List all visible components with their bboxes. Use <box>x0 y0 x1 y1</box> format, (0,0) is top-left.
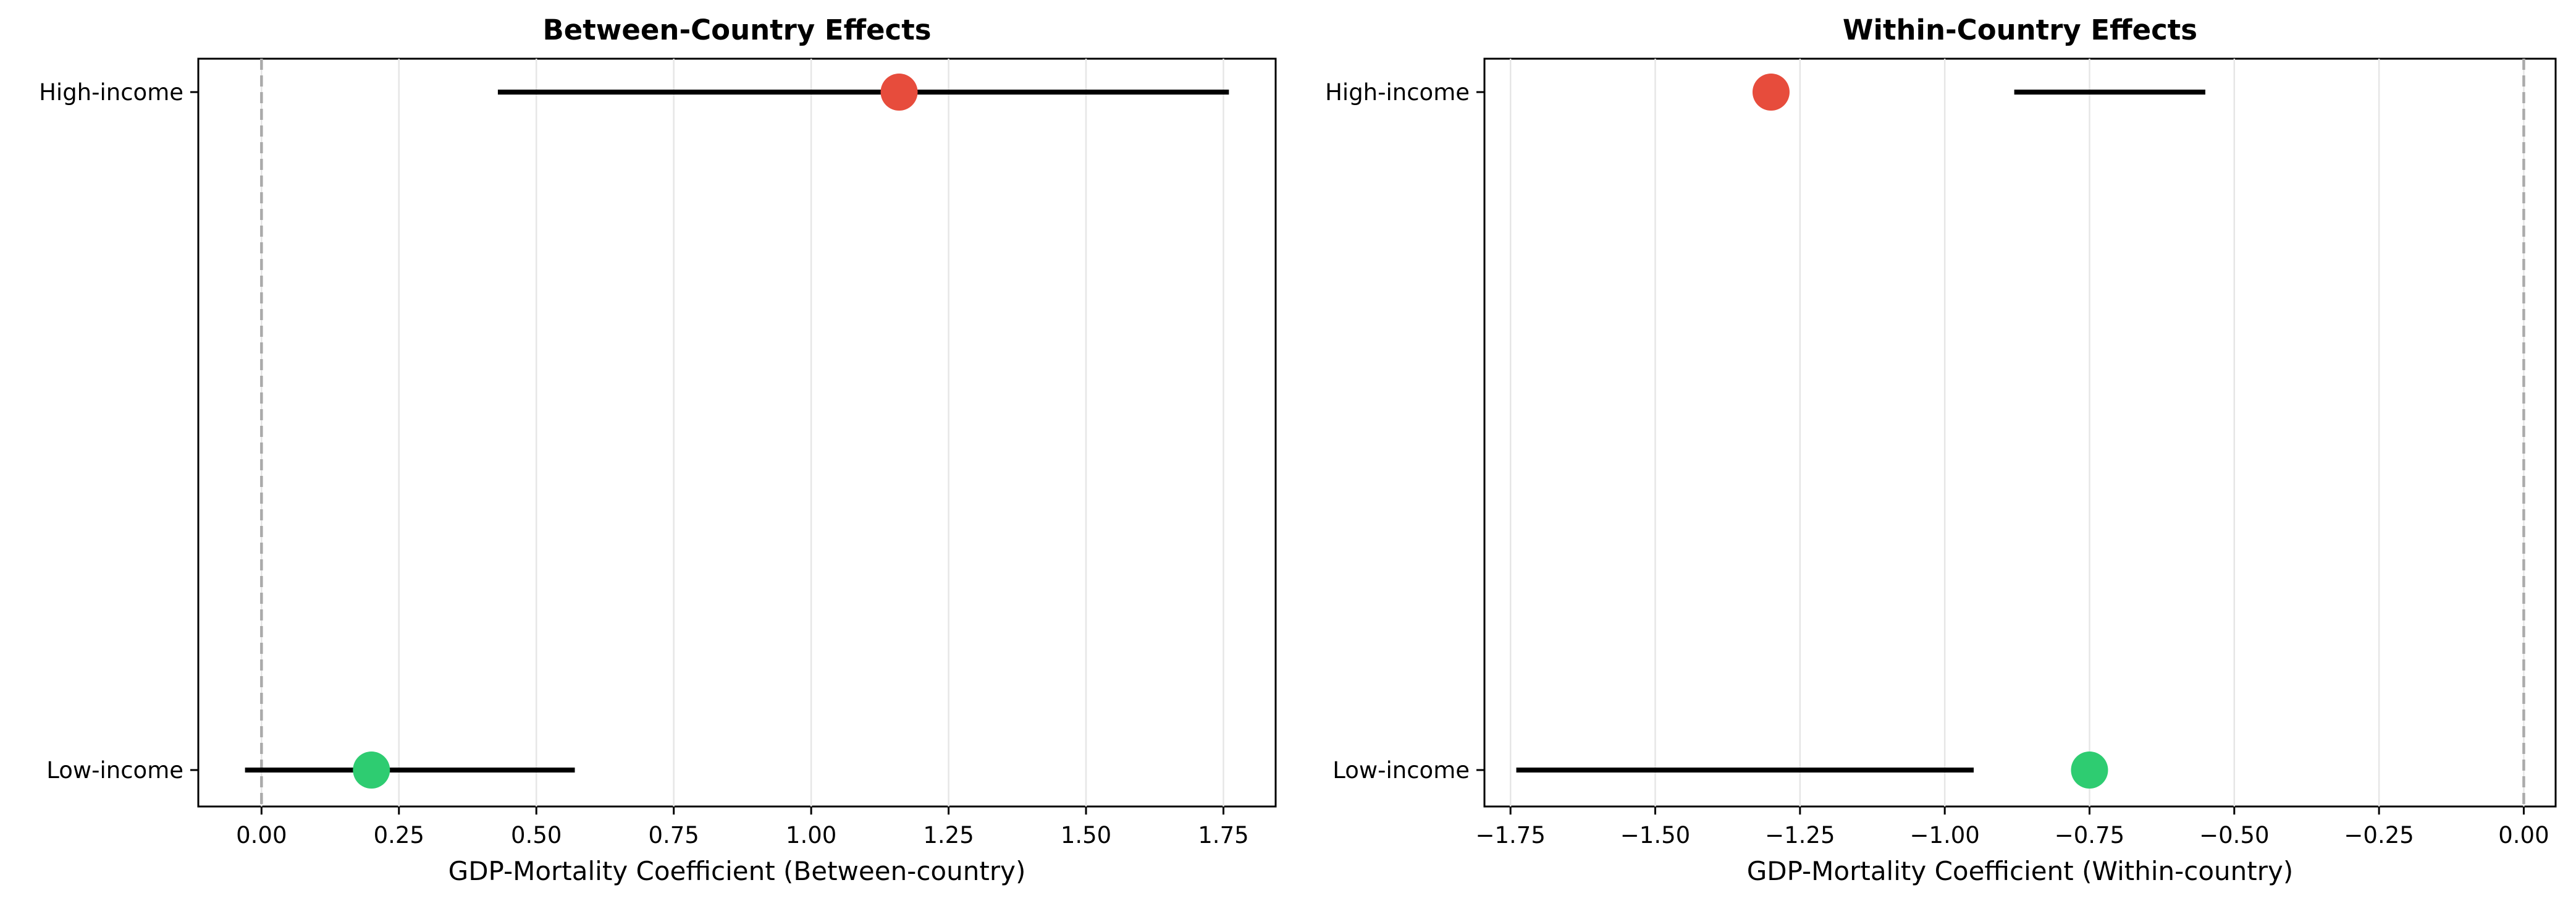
x-tick-label: −0.50 <box>2199 822 2269 849</box>
x-tick-label: 0.00 <box>2498 822 2549 849</box>
point-estimate <box>2071 751 2108 789</box>
point-estimate <box>880 74 918 111</box>
marks-layer <box>245 74 1229 789</box>
x-tick-label: −1.50 <box>1620 822 1690 849</box>
panel-title: Between-Country Effects <box>542 14 931 46</box>
y-tick-label: High-income <box>1325 79 1470 106</box>
x-tick-label: −1.75 <box>1475 822 1545 849</box>
x-tick-label: 1.75 <box>1198 822 1248 849</box>
panel-between-country: Between-Country Effects 0.00 0.25 0.50 0.75… <box>39 14 1277 886</box>
x-tick-label: 0.75 <box>648 822 699 849</box>
point-estimate <box>1752 74 1790 111</box>
y-ticks: High-income Low-income <box>39 79 198 784</box>
grid-layer <box>261 59 1224 807</box>
y-tick-label: High-income <box>39 79 183 106</box>
x-tick-label: −0.25 <box>2344 822 2414 849</box>
panel-title: Within-Country Effects <box>1843 14 2197 46</box>
point-estimate <box>353 751 390 789</box>
x-ticks: −1.75 −1.50 −1.25 −1.00 −0.75 −0.50 −0.25 0.00 <box>1475 807 2549 849</box>
plot-area <box>197 57 1277 808</box>
y-tick-label: Low-income <box>1332 757 1470 784</box>
x-tick-label: 1.00 <box>786 822 836 849</box>
plot-area <box>1483 57 2557 808</box>
x-tick-label: −0.75 <box>2055 822 2124 849</box>
y-ticks: High-income Low-income <box>1325 79 1484 784</box>
x-tick-label: 0.25 <box>374 822 424 849</box>
x-tick-label: −1.25 <box>1765 822 1835 849</box>
x-tick-label: 1.25 <box>923 822 974 849</box>
x-tick-label: 0.00 <box>236 822 287 849</box>
x-tick-label: 1.50 <box>1061 822 1111 849</box>
x-axis-label: GDP-Mortality Coefficient (Between-count… <box>448 856 1026 886</box>
x-ticks: 0.00 0.25 0.50 0.75 1.00 1.25 1.50 1.75 <box>236 807 1249 849</box>
grid-layer <box>1509 59 2525 807</box>
panel-within-country: Within-Country Effects −1.75 −1.50 −1.25 −1… <box>1325 14 2557 886</box>
x-tick-label: 0.50 <box>511 822 562 849</box>
x-tick-label: −1.00 <box>1909 822 1979 849</box>
y-tick-label: Low-income <box>46 757 183 784</box>
marks-layer <box>1516 74 2205 789</box>
x-axis-label: GDP-Mortality Coefficient (Within-countr… <box>1747 856 2294 886</box>
